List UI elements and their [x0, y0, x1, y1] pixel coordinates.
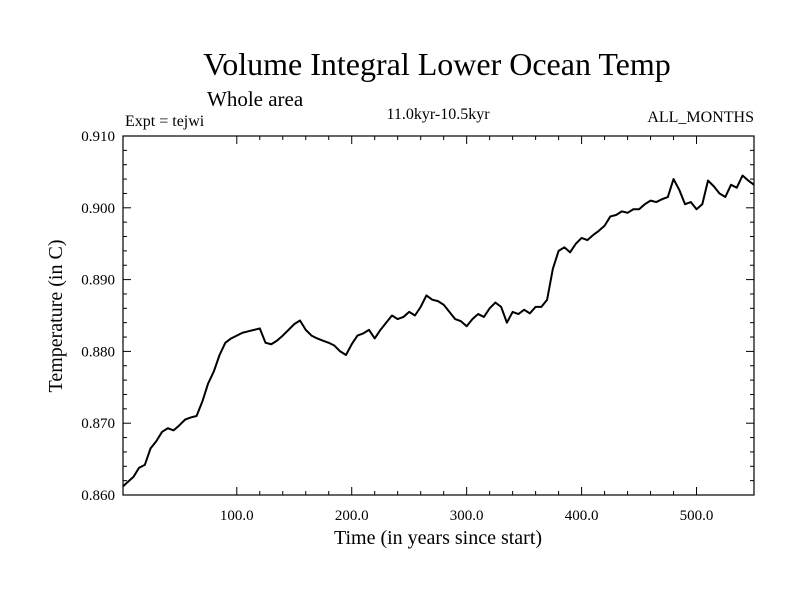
series-layer: [122, 174, 755, 488]
x-tick-label: 300.0: [450, 508, 484, 524]
y-tick-label: 0.870: [81, 416, 115, 432]
months-label: ALL_MONTHS: [647, 109, 754, 126]
period-label: 11.0kyr-10.5kyr: [386, 106, 490, 123]
y-tick-label: 0.890: [81, 273, 115, 289]
y-tick-label: 0.880: [81, 344, 115, 360]
series-line: [122, 174, 755, 488]
x-tick-label: 400.0: [565, 508, 599, 524]
x-tick-label: 100.0: [220, 508, 254, 524]
x-axis: 100.0 200.0 300.0 400.0 500.0: [220, 136, 713, 524]
chart-subtitle: Whole area: [207, 87, 304, 111]
x-tick-label: 500.0: [680, 508, 714, 524]
y-tick-label: 0.900: [81, 201, 115, 217]
y-axis: 0.860 0.870 0.880 0.890 0.900 0.910: [81, 129, 754, 504]
x-tick-label: 200.0: [335, 508, 369, 524]
y-tick-label: 0.910: [81, 129, 115, 145]
y-axis-label: Temperature (in C): [45, 240, 67, 393]
x-axis-label: Time (in years since start): [334, 527, 542, 549]
plot-area-frame: [122, 135, 755, 496]
experiment-label: Expt = tejwi: [125, 113, 205, 130]
chart-title: Volume Integral Lower Ocean Temp: [203, 46, 671, 82]
y-tick-label: 0.860: [81, 488, 115, 504]
